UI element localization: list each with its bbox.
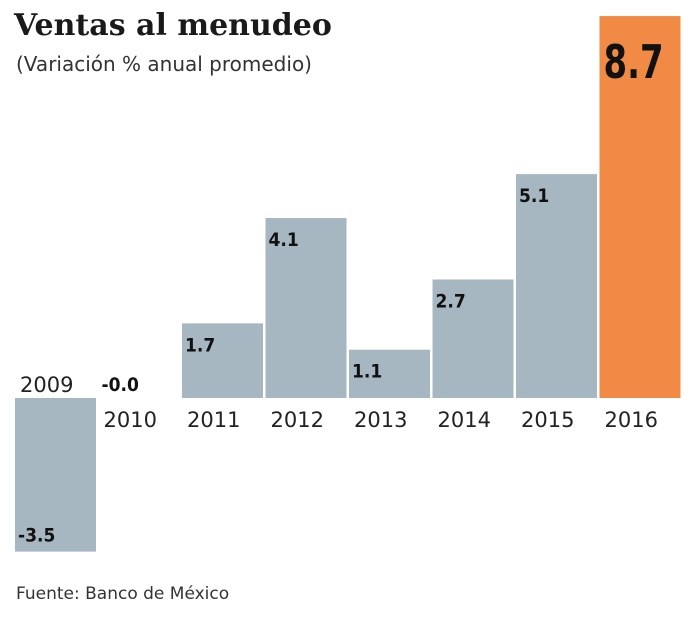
category-label: 2009 [20,373,73,397]
category-label: 2016 [605,408,658,432]
value-label: 5.1 [519,185,549,207]
bar-2016 [599,16,681,398]
category-label: 2010 [104,408,157,432]
category-label: 2012 [271,408,324,432]
category-label: 2014 [438,408,491,432]
bar-2011 [182,323,263,398]
bar-2015 [516,174,597,398]
bar-2014 [432,279,514,398]
chart-title: Ventas al menudeo [14,8,332,43]
category-label: 2015 [521,408,574,432]
category-label: 2011 [187,408,240,432]
value-label: 1.7 [185,334,215,356]
bar-2012 [265,218,347,398]
source-note: Fuente: Banco de México [16,584,230,604]
value-label: 1.1 [352,361,382,383]
value-label: 4.1 [269,229,299,251]
category-label: 2013 [354,408,407,432]
bar-2009 [15,398,96,552]
bar-2013 [349,349,430,398]
value-label: 8.7 [604,35,664,89]
value-label: -3.5 [18,525,55,547]
chart-subtitle: (Variación % anual promedio) [16,52,312,76]
value-label: -0.0 [102,374,139,396]
value-label: 2.7 [436,290,466,312]
